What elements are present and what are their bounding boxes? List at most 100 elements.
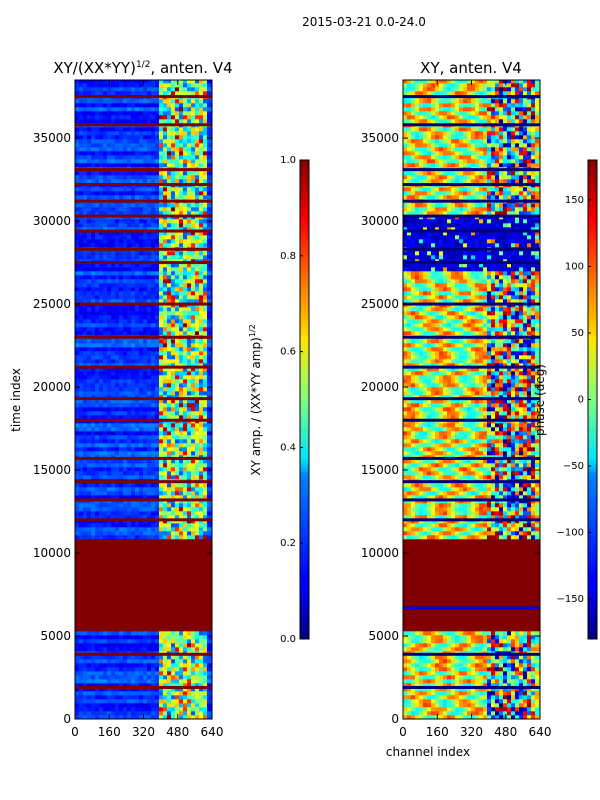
heatmap-cell	[131, 287, 136, 292]
heatmap-cell	[203, 671, 208, 676]
heatmap-cell	[83, 611, 88, 616]
heatmap-cell	[179, 191, 184, 196]
heatmap-cell	[147, 391, 152, 396]
heatmap-cell	[159, 315, 164, 320]
heatmap-cell	[159, 323, 164, 328]
heatmap-cell	[155, 667, 160, 672]
heatmap-cell	[79, 523, 84, 528]
heatmap-cell	[203, 367, 208, 372]
heatmap-cell	[131, 299, 136, 304]
heatmap-cell	[123, 411, 128, 416]
heatmap-cell	[195, 635, 200, 640]
heatmap-cell	[127, 603, 132, 608]
heatmap-cell	[123, 331, 128, 336]
heatmap-cell	[131, 559, 136, 564]
heatmap-cell	[135, 443, 140, 448]
heatmap-cell	[131, 483, 136, 488]
heatmap-cell	[179, 287, 184, 292]
heatmap-cell	[95, 563, 100, 568]
heatmap-cell	[103, 159, 108, 164]
heatmap-cell	[83, 623, 88, 628]
heatmap-cell	[107, 239, 112, 244]
heatmap-cell	[175, 539, 180, 544]
heatmap-cell	[147, 467, 152, 472]
heatmap-cell	[175, 683, 180, 688]
heatmap-cell	[131, 587, 136, 592]
heatmap-cell	[191, 191, 196, 196]
heatmap-cell	[75, 315, 80, 320]
heatmap-cell	[191, 459, 196, 464]
heatmap-cell	[127, 391, 132, 396]
heatmap-cell	[207, 323, 212, 328]
heatmap-cell	[151, 515, 156, 520]
heatmap-cell	[119, 263, 124, 268]
heatmap-cell	[159, 599, 164, 604]
heatmap-cell	[75, 155, 80, 160]
heatmap-cell	[207, 331, 212, 336]
heatmap-cell	[195, 607, 200, 612]
heatmap-cell	[187, 447, 192, 452]
heatmap-cell	[107, 539, 112, 544]
heatmap-cell	[147, 291, 152, 296]
heatmap-cell	[79, 623, 84, 628]
heatmap-cell	[175, 635, 180, 640]
heatmap-cell	[135, 331, 140, 336]
heatmap-cell	[103, 211, 108, 216]
heatmap-cell	[75, 175, 80, 180]
heatmap-cell	[131, 639, 136, 644]
heatmap-cell	[107, 223, 112, 228]
heatmap-cell	[167, 219, 172, 224]
heatmap-cell	[143, 643, 148, 648]
heatmap-cell	[147, 283, 152, 288]
heatmap-cell	[155, 339, 160, 344]
heatmap-cell	[175, 431, 180, 436]
heatmap-cell	[83, 707, 88, 712]
heatmap-cell	[159, 155, 164, 160]
heatmap-cell	[111, 495, 116, 500]
heatmap-cell	[107, 551, 112, 556]
heatmap-cell	[183, 243, 188, 248]
heatmap-cell	[83, 155, 88, 160]
heatmap-cell	[171, 659, 176, 664]
heatmap-cell	[195, 699, 200, 704]
heatmap-cell	[183, 471, 188, 476]
heatmap-cell	[123, 423, 128, 428]
heatmap-cell	[159, 531, 164, 536]
heatmap-cell	[183, 231, 188, 236]
heatmap-cell	[75, 563, 80, 568]
heatmap-cell	[127, 671, 132, 676]
heatmap-cell	[119, 683, 124, 688]
heatmap-cell	[159, 623, 164, 628]
heatmap-cell	[167, 187, 172, 192]
heatmap-cell	[155, 355, 160, 360]
heatmap-cell	[103, 287, 108, 292]
heatmap-cell	[155, 435, 160, 440]
heatmap-cell	[179, 235, 184, 240]
heatmap-cell	[75, 539, 80, 544]
heatmap-cell	[135, 239, 140, 244]
heatmap-cell	[127, 159, 132, 164]
heatmap-cell	[203, 435, 208, 440]
heatmap-cell	[103, 219, 108, 224]
heatmap-cell	[199, 411, 204, 416]
heatmap-cell	[111, 511, 116, 516]
heatmap-cell	[99, 431, 104, 436]
heatmap-cell	[207, 491, 212, 496]
heatmap-cell	[163, 435, 168, 440]
heatmap-cell	[155, 207, 160, 212]
heatmap-cell	[175, 299, 180, 304]
heatmap-cell	[79, 635, 84, 640]
heatmap-cell	[151, 611, 156, 616]
heatmap-cell	[163, 195, 168, 200]
heatmap-cell	[167, 431, 172, 436]
heatmap-cell	[135, 707, 140, 712]
heatmap-cell	[143, 427, 148, 432]
heatmap-cell	[147, 551, 152, 556]
heatmap-cell	[199, 403, 204, 408]
heatmap-cell	[151, 559, 156, 564]
heatmap-cell	[131, 423, 136, 428]
heatmap-cell	[127, 655, 132, 660]
heatmap-cell	[171, 159, 176, 164]
heatmap-cell	[163, 239, 168, 244]
heatmap-cell	[171, 583, 176, 588]
